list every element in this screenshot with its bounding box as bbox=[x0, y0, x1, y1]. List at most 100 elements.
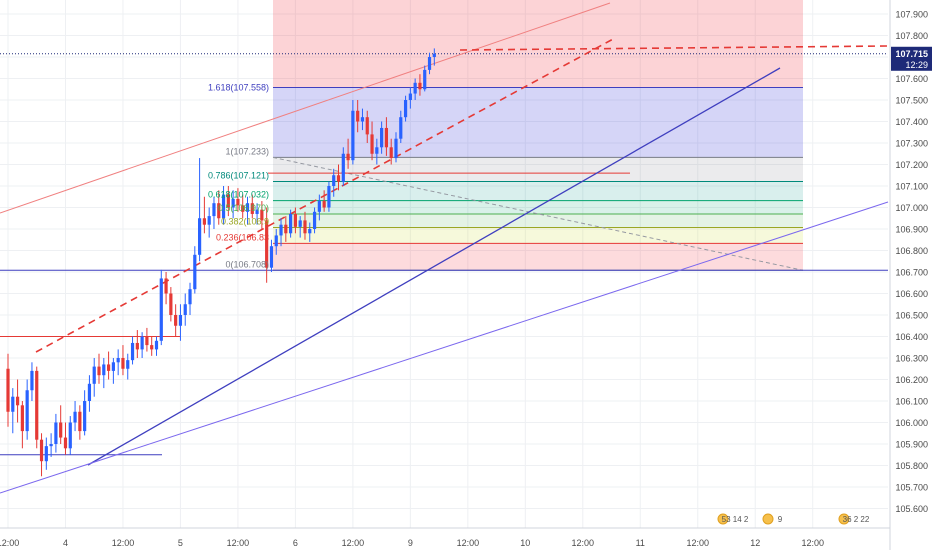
fib-bands bbox=[272, 0, 804, 271]
time-tick-label: 11 bbox=[636, 538, 645, 548]
price-tick-label: 106.800 bbox=[895, 246, 928, 256]
candle-body bbox=[11, 396, 15, 412]
candle-body bbox=[413, 82, 417, 94]
candle-body bbox=[312, 211, 317, 229]
price-axis[interactable]: 107.900107.800107.700107.600107.500107.4… bbox=[889, 0, 932, 550]
candle-body bbox=[289, 213, 293, 234]
candle-body bbox=[212, 203, 216, 217]
dashed-trend-line bbox=[35, 37, 616, 353]
uptrend-line bbox=[87, 67, 781, 466]
price-tick-label: 106.500 bbox=[895, 311, 928, 321]
candle-body bbox=[54, 422, 58, 444]
candle-body bbox=[169, 293, 173, 315]
price-tick-label: 106.600 bbox=[895, 289, 928, 299]
candle-body bbox=[380, 127, 384, 148]
candle-body bbox=[298, 220, 302, 227]
candle-body bbox=[418, 82, 422, 90]
price-tick-label: 107.100 bbox=[895, 182, 928, 192]
fib-diagonal bbox=[272, 156, 804, 271]
candle-body bbox=[269, 246, 274, 268]
candle-body bbox=[25, 390, 29, 432]
trendlines[interactable] bbox=[0, 2, 889, 494]
candle-body bbox=[97, 366, 101, 376]
price-tick-label: 107.400 bbox=[895, 117, 928, 127]
candle-body bbox=[30, 370, 34, 391]
candle-body bbox=[49, 444, 53, 447]
candle-body bbox=[63, 437, 68, 449]
event-marker-label: 53 14 2 bbox=[722, 515, 749, 524]
event-marker-label: 36 2 22 bbox=[843, 515, 870, 524]
price-tick-label: 107.600 bbox=[895, 74, 928, 84]
candle-body bbox=[332, 175, 336, 186]
candle-body bbox=[399, 117, 403, 139]
candle-body bbox=[150, 345, 154, 350]
candle-body bbox=[423, 69, 427, 90]
candle-body bbox=[183, 304, 187, 315]
candle-body bbox=[15, 396, 20, 406]
candle-body bbox=[341, 153, 345, 182]
candle-body bbox=[198, 218, 202, 255]
time-tick-label: 6 bbox=[293, 538, 298, 548]
time-axis[interactable]: 12:00 4 12:00 5 12:00 6 12:00 9 12:00 10 12:00 11 12… bbox=[0, 527, 890, 548]
candle-body bbox=[135, 342, 139, 350]
price-tick-label: 107.000 bbox=[895, 203, 928, 213]
price-tick-label: 106.700 bbox=[895, 268, 928, 278]
candle-body bbox=[39, 439, 44, 462]
fib-band bbox=[273, 243, 803, 271]
fib-band bbox=[273, 181, 803, 201]
price-tick-label: 105.600 bbox=[895, 504, 928, 514]
candle-body bbox=[245, 203, 250, 212]
candle-body bbox=[73, 411, 77, 423]
candle-body bbox=[193, 254, 197, 290]
fib-label: 0.618(107.032) bbox=[208, 190, 269, 200]
candle-body bbox=[336, 175, 341, 182]
candle-body bbox=[111, 362, 115, 371]
candle-body bbox=[260, 209, 264, 221]
candle-body bbox=[174, 315, 178, 326]
time-tick-label: 10 bbox=[520, 538, 530, 548]
candle-body bbox=[250, 203, 254, 214]
candle-body bbox=[159, 278, 163, 341]
candle-body bbox=[432, 53, 436, 57]
candle-body bbox=[188, 289, 192, 305]
candle-body bbox=[346, 153, 350, 161]
candle-body bbox=[384, 127, 389, 148]
time-tick-label: 12:00 bbox=[457, 538, 480, 548]
candle-body bbox=[102, 364, 106, 376]
event-flag-icon bbox=[762, 513, 774, 525]
time-tick-label: 12:00 bbox=[112, 538, 135, 548]
candle-body bbox=[293, 213, 297, 227]
time-tick-label: 12:00 bbox=[572, 538, 595, 548]
price-tick-label: 107.200 bbox=[895, 160, 928, 170]
candle-body bbox=[365, 117, 369, 135]
lower-channel-line bbox=[0, 201, 889, 494]
candle-body bbox=[207, 216, 211, 225]
candle-body bbox=[92, 366, 96, 384]
candle-body bbox=[59, 422, 63, 438]
event-markers[interactable]: 53 14 2 9 36 2 22 bbox=[717, 513, 870, 525]
fib-band bbox=[273, 227, 803, 244]
candle-body bbox=[217, 203, 221, 219]
price-tick-label: 105.800 bbox=[895, 461, 928, 471]
candle-body bbox=[279, 224, 283, 236]
grid bbox=[0, 0, 888, 528]
candle-body bbox=[375, 147, 379, 154]
candle-body bbox=[308, 229, 312, 234]
fib-band-1618 bbox=[273, 87, 803, 158]
time-tick-label: 12:00 bbox=[801, 538, 824, 548]
event-flag-icon bbox=[717, 513, 729, 525]
bar-countdown-label: 12:29 bbox=[905, 60, 928, 70]
candle-body bbox=[265, 220, 269, 268]
candle-body bbox=[145, 336, 149, 346]
candle-body bbox=[274, 235, 278, 247]
candle-body bbox=[327, 186, 331, 208]
time-tick-label: 12:00 bbox=[0, 538, 19, 548]
fib-labels: 1(107.233) 0.786(107.121) 0.618(107.032) 0.… bbox=[208, 83, 269, 270]
time-tick-label: 12:00 bbox=[227, 538, 250, 548]
candle-body bbox=[389, 147, 393, 159]
candle-body bbox=[78, 411, 82, 432]
candle-body bbox=[20, 405, 24, 432]
time-tick-label: 4 bbox=[63, 538, 68, 548]
